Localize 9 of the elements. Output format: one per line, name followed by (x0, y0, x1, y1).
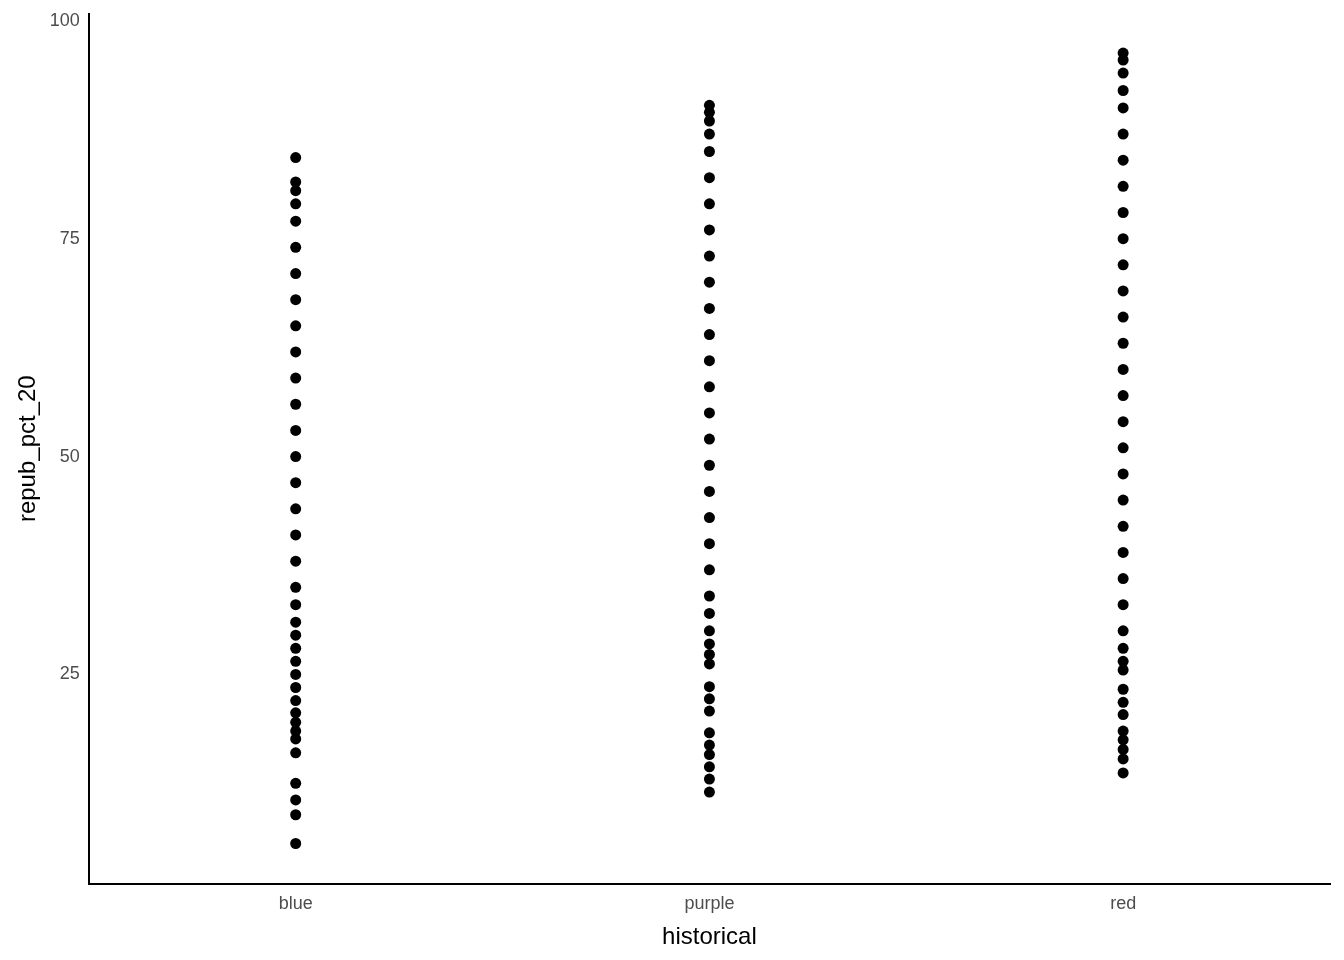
y-tick-label: 75 (59, 227, 80, 248)
y-tick-label: 25 (59, 663, 80, 684)
x-tick-label: blue (278, 893, 313, 914)
y-axis-title: repub_pct_20 (13, 375, 41, 523)
x-tick-label: purple (684, 893, 735, 914)
x-axis-title: historical (662, 922, 757, 950)
y-tick-label: 100 (49, 9, 80, 30)
x-tick-label: red (1110, 893, 1137, 914)
y-tick-label: 50 (59, 445, 80, 466)
